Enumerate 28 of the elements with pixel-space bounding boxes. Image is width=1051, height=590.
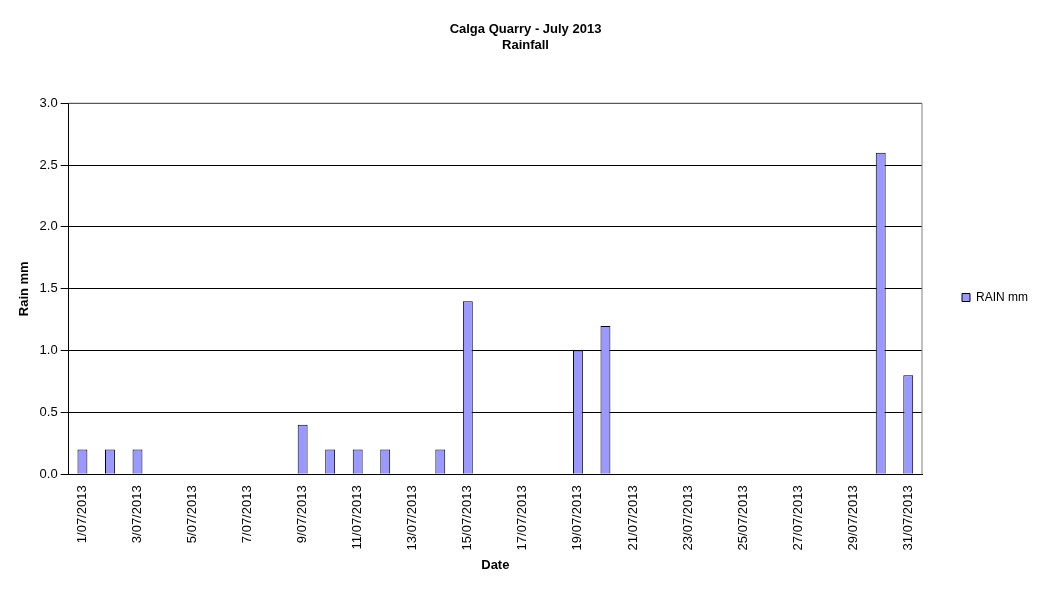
x-tick-label: 3/07/2013 (129, 485, 145, 544)
x-tick-label: 15/07/2013 (459, 485, 475, 551)
y-tick-label: 0.5 (39, 404, 58, 420)
y-tick-label: 1.5 (39, 280, 58, 296)
chart-title: Calga Quarry - July 2013 (449, 21, 602, 37)
x-tick-label: 17/07/2013 (514, 485, 530, 551)
y-tick-label: 1.0 (39, 342, 58, 358)
x-tick-label: 5/07/2013 (184, 485, 200, 544)
y-tick-label: 2.0 (39, 218, 58, 234)
x-axis-title: Date (481, 556, 510, 572)
x-tick-label: 29/07/2013 (844, 485, 860, 551)
x-tick-label: 31/07/2013 (899, 485, 915, 551)
x-tick-label: 19/07/2013 (569, 485, 585, 551)
chart-subtitle: Rainfall (502, 36, 549, 52)
x-tick-label: 1/07/2013 (74, 485, 90, 544)
y-tick-label: 3.0 (39, 94, 58, 110)
x-tick-label: 21/07/2013 (624, 485, 640, 551)
x-tick-label: 9/07/2013 (294, 485, 310, 544)
x-tick-label: 11/07/2013 (349, 485, 365, 550)
x-tick-label: 27/07/2013 (789, 485, 805, 551)
y-tick-label: 2.5 (39, 156, 58, 172)
y-axis-title: Rain mm (16, 261, 32, 317)
x-tick-label: 13/07/2013 (404, 485, 420, 551)
x-tick-label: 25/07/2013 (734, 485, 750, 551)
y-tick-label: 0.0 (39, 465, 58, 481)
x-tick-label: 7/07/2013 (239, 485, 255, 544)
legend-label: RAIN mm (976, 289, 1028, 304)
x-tick-label: 23/07/2013 (679, 485, 695, 551)
